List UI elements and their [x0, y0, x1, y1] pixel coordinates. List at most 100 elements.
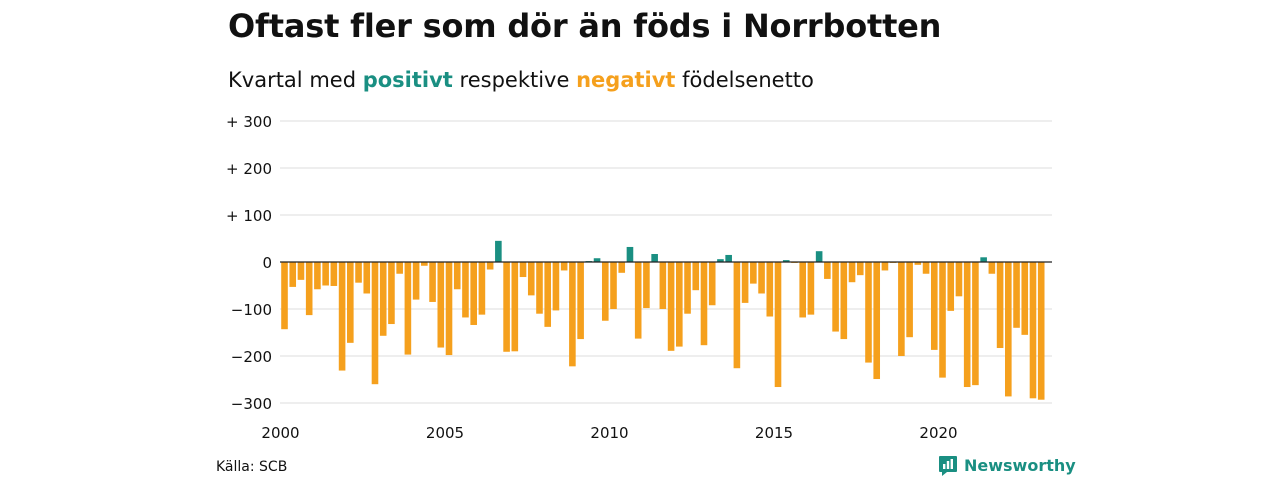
chart-title: Oftast fler som dör än föds i Norrbotten	[228, 7, 942, 45]
bar-2023Q1	[1037, 262, 1045, 400]
bar-2021Q2	[980, 257, 987, 262]
subtitle-suffix: födelsenetto	[682, 68, 814, 92]
bar-2006Q4	[503, 262, 510, 352]
y-tick-label: 0	[262, 254, 272, 272]
bar-2022Q4	[1029, 262, 1037, 399]
bar-2019Q1	[906, 262, 913, 338]
brand-name: Newsworthy	[964, 456, 1076, 475]
chart-subtitle: Kvartal med positivt respektive negativt…	[228, 64, 814, 96]
bar-2007Q3	[527, 262, 535, 296]
bar-2011Q1	[643, 262, 650, 309]
bar-2016Q4	[832, 262, 839, 332]
bar-2002Q4	[371, 262, 379, 385]
bar-2015Q4	[799, 262, 806, 318]
y-tick-label: −300	[231, 395, 272, 413]
bar-2022Q3	[1021, 262, 1029, 335]
x-tick-label: 2000	[261, 424, 299, 442]
y-tick-label: + 100	[226, 207, 272, 225]
y-tick-label: + 200	[226, 160, 272, 178]
bar-2020Q4	[963, 262, 971, 388]
bar-2012Q2	[684, 262, 691, 314]
bar-2007Q1	[511, 262, 519, 352]
bar-2012Q1	[676, 262, 683, 347]
bar-2000Q1	[281, 262, 288, 330]
x-tick-label: 2015	[755, 424, 793, 442]
bar-2020Q1	[939, 262, 946, 378]
bar-2001Q1	[314, 262, 321, 290]
bar-2022Q2	[1013, 262, 1020, 328]
bar-2020Q3	[955, 262, 963, 297]
bar-2021Q1	[972, 262, 979, 386]
bar-2009Q3	[593, 258, 601, 262]
bar-2017Q2	[848, 262, 856, 283]
bar-2010Q1	[610, 262, 617, 309]
bar-2010Q3	[626, 246, 634, 262]
bar-2013Q1	[708, 262, 716, 306]
bar-2008Q3	[560, 262, 568, 271]
bar-2004Q1	[412, 262, 420, 300]
bar-2017Q4	[865, 262, 872, 363]
bar-2019Q2	[914, 262, 922, 265]
subtitle-positive-keyword: positivt	[362, 68, 453, 92]
y-tick-label: −100	[231, 301, 272, 319]
bar-2002Q3	[363, 262, 371, 294]
bar-2000Q2	[289, 262, 297, 287]
bar-2002Q1	[347, 262, 354, 343]
bar-2008Q1	[544, 262, 552, 327]
bar-2002Q2	[355, 262, 362, 283]
bar-2007Q4	[536, 262, 543, 314]
bar-2015Q1	[774, 262, 782, 388]
bar-2021Q3	[988, 262, 996, 274]
x-tick-label: 2005	[426, 424, 464, 442]
bar-2014Q2	[750, 262, 757, 284]
bar-2017Q3	[856, 262, 864, 276]
bar-2016Q3	[824, 262, 831, 279]
bar-2011Q4	[667, 262, 675, 351]
bar-2003Q4	[404, 262, 412, 355]
bar-2014Q4	[766, 262, 774, 317]
y-tick-label: + 300	[226, 113, 272, 131]
bar-2005Q1	[445, 262, 453, 356]
bar-2011Q3	[659, 262, 667, 309]
bar-2006Q3	[495, 240, 502, 262]
bar-2005Q3	[462, 262, 469, 318]
bar-2019Q3	[922, 262, 930, 274]
bar-2010Q4	[634, 262, 642, 339]
bar-2013Q2	[717, 259, 724, 262]
subtitle-middle: respektive	[459, 68, 570, 92]
bar-2003Q2	[388, 262, 395, 325]
bar-2022Q1	[1005, 262, 1012, 397]
bar-2005Q2	[453, 262, 461, 290]
x-tick-label: 2020	[919, 424, 957, 442]
bar-2017Q1	[840, 262, 848, 340]
bar-2012Q3	[692, 262, 700, 291]
bar-2001Q3	[330, 262, 338, 286]
bar-2004Q3	[429, 262, 436, 302]
bar-2003Q1	[379, 262, 387, 336]
bar-2007Q2	[519, 262, 527, 278]
axes: + 300 + 200 + 100 0 −100 −200 −300 2000 2005 2010…	[226, 113, 1052, 442]
bar-2015Q2	[782, 260, 790, 262]
bar-2020Q2	[947, 262, 955, 311]
bar-2001Q4	[338, 262, 346, 371]
bars	[281, 240, 1045, 400]
bar-2000Q3	[297, 262, 305, 280]
bar-2012Q4	[700, 262, 708, 346]
bar-2011Q2	[651, 254, 658, 262]
bar-2014Q1	[741, 262, 749, 303]
bar-2004Q4	[437, 262, 445, 348]
bar-2008Q2	[552, 262, 560, 311]
newsworthy-brand: Newsworthy	[938, 455, 1076, 477]
bar-2006Q2	[486, 262, 494, 270]
y-tick-label: −200	[231, 348, 272, 366]
x-tick-label: 2010	[590, 424, 628, 442]
subtitle-prefix: Kvartal med	[228, 68, 357, 92]
bar-2016Q2	[815, 251, 823, 262]
bar-2008Q4	[569, 262, 576, 367]
bar-2003Q3	[396, 262, 403, 274]
bar-2014Q3	[758, 262, 765, 294]
bar-2006Q1	[478, 262, 486, 315]
bar-2018Q4	[898, 262, 905, 356]
bar-2000Q4	[305, 262, 313, 316]
